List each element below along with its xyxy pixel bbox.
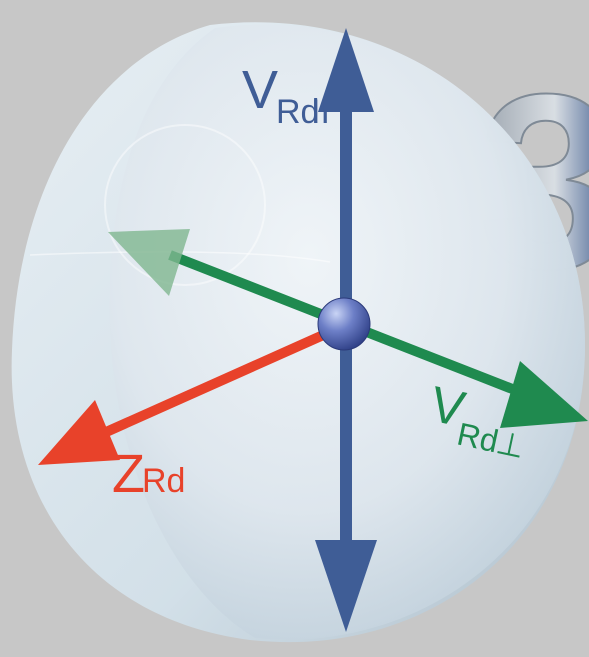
dome-equator-line (29, 251, 331, 263)
label-v-parallel: V Rd II (242, 60, 330, 131)
label-v-parallel-mark: II (311, 93, 330, 131)
z-arrowhead (38, 400, 120, 465)
label-v-parallel-sub: Rd (276, 93, 319, 131)
label-z-main: Z (112, 444, 145, 504)
label-z: Z Rd (112, 444, 185, 504)
label-v-parallel-main: V (242, 60, 278, 120)
v-perpendicular-back-arrowhead (108, 229, 190, 296)
origin-sphere-icon (317, 297, 371, 351)
v-parallel-top-arrowhead (318, 28, 374, 112)
v-perpendicular-arrowhead (500, 361, 588, 428)
z-arrow-icon (38, 327, 333, 465)
v-parallel-bottom-arrowhead (315, 540, 377, 632)
label-v-perpendicular-sub: Rd (454, 416, 501, 460)
dome-highlight-ring (104, 124, 266, 286)
label-z-sub: Rd (142, 462, 185, 500)
